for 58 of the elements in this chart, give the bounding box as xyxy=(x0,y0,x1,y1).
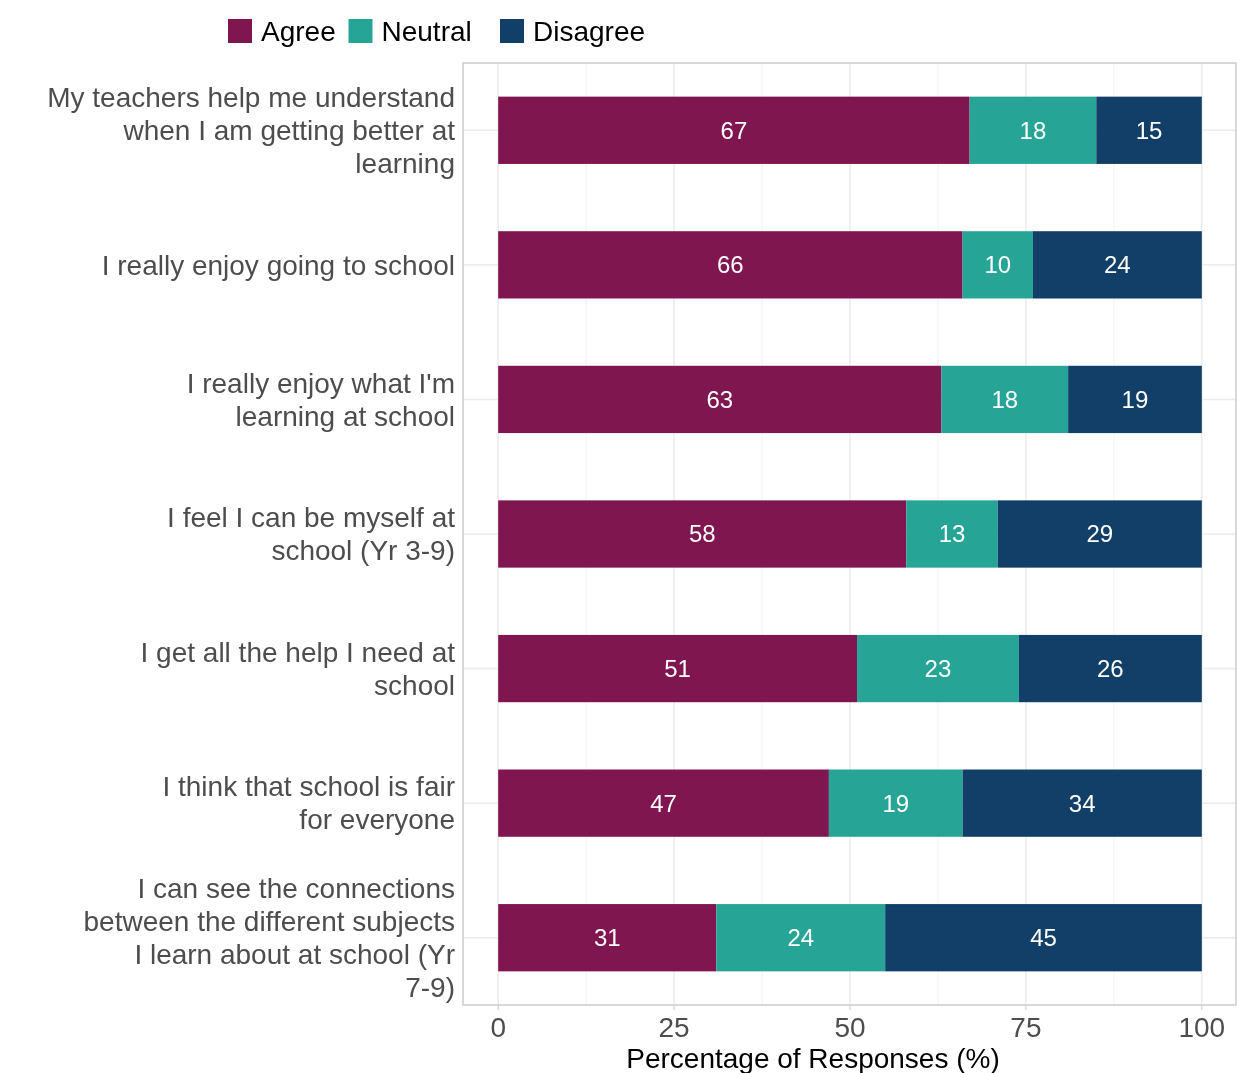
bar xyxy=(498,634,858,703)
data-label: 31 xyxy=(593,924,621,952)
y-tick-label: I really enjoy what I'm learning at school xyxy=(186,367,455,432)
data-label: 24 xyxy=(787,924,815,952)
bar xyxy=(498,96,970,164)
data-label: 19 xyxy=(882,789,910,817)
bar xyxy=(1018,634,1202,703)
data-label: 58 xyxy=(688,520,716,548)
bar xyxy=(716,904,886,972)
bar xyxy=(1032,231,1202,299)
y-tick-label: My teachers help me understand when I am getting better at learning xyxy=(47,82,456,180)
y-tick-label: I can see the connections between the different subjects I learn about at school (Yr 7-9) xyxy=(83,873,455,1004)
legend-label: Neutral xyxy=(381,15,472,47)
y-tick-label: I think that school is fair for everyone xyxy=(162,771,455,836)
data-label: 18 xyxy=(1019,116,1047,144)
data-label: 23 xyxy=(924,654,952,682)
bar xyxy=(997,500,1202,568)
bar xyxy=(885,904,1202,972)
bar xyxy=(906,500,998,568)
bar xyxy=(498,904,717,972)
data-label: 66 xyxy=(717,251,744,279)
bar xyxy=(857,634,1019,703)
bar xyxy=(498,231,963,299)
legend-label: Disagree xyxy=(533,15,646,47)
data-label: 51 xyxy=(664,654,691,682)
data-label: 18 xyxy=(991,385,1019,413)
bar xyxy=(1096,96,1202,164)
data-label: 13 xyxy=(938,520,966,548)
x-tick-label: 50 xyxy=(834,1011,866,1043)
data-label: 19 xyxy=(1121,385,1149,413)
data-label: 15 xyxy=(1135,116,1163,144)
x-axis-title: Percentage of Responses (%) xyxy=(626,1042,1000,1073)
x-tick-label: 0 xyxy=(490,1011,506,1043)
bar xyxy=(941,365,1069,434)
data-label: 45 xyxy=(1030,924,1057,952)
data-label: 67 xyxy=(720,116,748,144)
data-label: 63 xyxy=(706,385,734,413)
legend-label: Agree xyxy=(261,15,336,47)
y-tick-label: I get all the help I need at school xyxy=(140,636,456,701)
bar xyxy=(498,365,942,434)
data-label: 47 xyxy=(650,789,677,817)
bar xyxy=(1068,365,1202,434)
x-tick-label: 100 xyxy=(1178,1011,1226,1043)
bar xyxy=(962,231,1033,299)
bar xyxy=(969,96,1097,164)
data-label: 10 xyxy=(984,251,1012,279)
bar xyxy=(828,769,963,837)
data-label: 29 xyxy=(1086,520,1114,548)
bar xyxy=(962,769,1202,837)
y-tick-label: I feel I can be myself at school (Yr 3-9) xyxy=(167,502,456,567)
x-tick-label: 25 xyxy=(658,1011,690,1043)
x-tick-label: 75 xyxy=(1010,1011,1042,1043)
y-tick-label: I really enjoy going to school xyxy=(101,249,455,281)
data-label: 26 xyxy=(1096,654,1124,682)
data-label: 24 xyxy=(1104,251,1131,279)
data-label: 34 xyxy=(1068,789,1096,817)
bar xyxy=(498,769,829,837)
bar xyxy=(498,500,907,568)
